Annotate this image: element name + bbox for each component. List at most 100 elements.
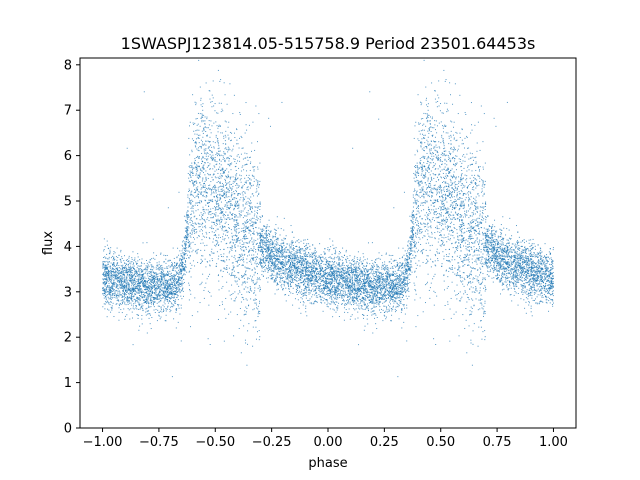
data-point [533, 282, 535, 284]
data-point [490, 238, 492, 240]
data-point [301, 256, 303, 258]
data-point [123, 267, 125, 269]
data-point [103, 266, 105, 268]
data-point [283, 245, 285, 247]
data-point [450, 268, 452, 270]
data-point [479, 262, 481, 264]
data-point [181, 269, 183, 271]
data-point [345, 259, 347, 261]
data-point [298, 256, 300, 258]
data-point [464, 242, 466, 244]
data-point [126, 288, 128, 290]
data-point [291, 266, 293, 268]
data-point [338, 265, 340, 267]
data-point [205, 266, 207, 268]
data-point [407, 250, 409, 252]
data-point [217, 148, 219, 150]
data-point [418, 122, 420, 124]
data-point [531, 266, 533, 268]
data-point [213, 186, 215, 188]
data-point [289, 266, 291, 268]
data-point [407, 245, 409, 247]
data-point [302, 250, 304, 252]
data-point [434, 149, 436, 151]
data-point [371, 289, 373, 291]
data-point [230, 163, 232, 165]
data-point [533, 289, 535, 291]
data-point [460, 226, 462, 228]
data-point [365, 295, 367, 297]
data-point [455, 187, 457, 189]
data-point [501, 250, 503, 252]
data-point [481, 307, 483, 309]
data-point [299, 261, 301, 263]
data-point [386, 273, 388, 275]
data-point [326, 277, 328, 279]
data-point [228, 267, 230, 269]
data-point [454, 183, 456, 185]
data-point [484, 246, 486, 248]
data-point [448, 253, 450, 255]
data-point [520, 285, 522, 287]
data-point [416, 230, 418, 232]
data-point [166, 284, 168, 286]
data-point [421, 166, 423, 168]
data-point [449, 178, 451, 180]
data-point [134, 257, 136, 259]
data-point [115, 294, 117, 296]
data-point [285, 300, 287, 302]
data-point [258, 278, 260, 280]
data-point [550, 287, 552, 289]
data-point [530, 270, 532, 272]
data-point [329, 278, 331, 280]
data-point [466, 293, 468, 295]
data-point [319, 291, 321, 293]
data-point [449, 160, 451, 162]
data-point [143, 302, 145, 304]
data-point [517, 278, 519, 280]
data-point [521, 266, 523, 268]
data-point [412, 210, 414, 212]
data-point [116, 264, 118, 266]
data-point [204, 199, 206, 201]
data-point [315, 290, 317, 292]
data-point [149, 279, 151, 280]
data-point [475, 208, 477, 210]
data-point [185, 238, 187, 240]
data-point [523, 266, 525, 268]
data-point [128, 289, 130, 291]
data-point [155, 285, 157, 287]
data-point [464, 137, 466, 139]
data-point [436, 225, 438, 227]
data-point [413, 190, 415, 192]
data-point [425, 249, 427, 251]
data-point [337, 284, 339, 286]
data-point [375, 271, 377, 273]
data-point [155, 273, 157, 275]
data-point [492, 251, 494, 253]
data-point [359, 302, 361, 304]
data-point [507, 280, 509, 282]
data-point [552, 295, 554, 297]
data-point [327, 295, 329, 297]
data-point [332, 294, 334, 296]
data-point [231, 238, 233, 240]
data-point [476, 142, 478, 144]
data-point [346, 279, 348, 281]
data-point [319, 273, 321, 275]
data-point [346, 281, 348, 283]
data-point [299, 279, 301, 281]
data-point [464, 291, 466, 293]
data-point [330, 266, 332, 268]
data-point [343, 276, 345, 278]
data-point [364, 288, 366, 290]
data-point [232, 267, 234, 269]
data-point [454, 267, 456, 269]
data-point [240, 259, 241, 261]
data-point [121, 283, 123, 285]
data-point [462, 262, 464, 264]
data-point [505, 278, 507, 279]
data-point [462, 184, 464, 186]
data-point [339, 275, 341, 277]
data-point [526, 265, 528, 267]
